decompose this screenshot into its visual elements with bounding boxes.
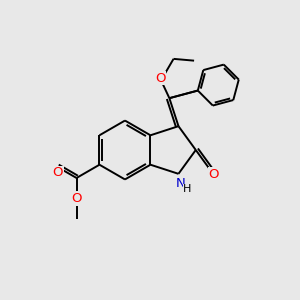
Text: O: O (53, 166, 63, 179)
Text: H: H (183, 184, 191, 194)
Text: O: O (208, 168, 219, 181)
Text: O: O (155, 72, 165, 85)
Text: O: O (71, 192, 82, 205)
Text: N: N (176, 177, 186, 190)
